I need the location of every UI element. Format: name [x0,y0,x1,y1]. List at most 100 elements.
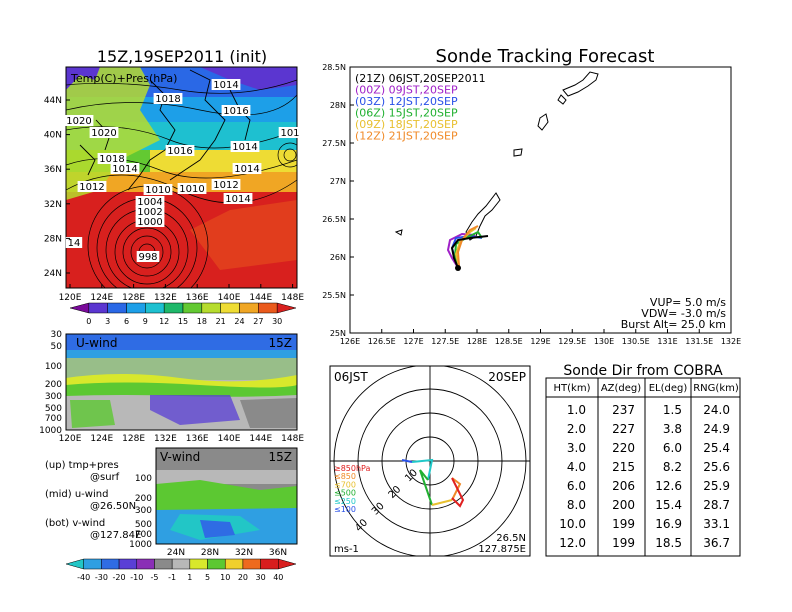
vwind-frame [155,447,298,545]
wind-colorbar-tick: 5 [205,573,210,582]
table-cell: 227 [612,422,635,436]
map-lat-tick: 24N [44,269,62,279]
track-title: Sonde Tracking Forecast [436,46,655,67]
table-cell: 12.0 [559,536,586,550]
uwind-y-tick: 200 [45,380,62,390]
isobar-label-bg [64,115,94,126]
track-lat-tick: 27.5N [322,139,346,148]
isobar-label-bg [65,237,83,248]
wind-colorbar-tick: 20 [238,573,248,582]
wind-colorbar-tick: -1 [168,573,176,582]
temp-colorbar-tick: 15 [178,317,188,326]
table-cell: 28.7 [703,498,730,512]
map-lon-tick: 144E [249,293,272,303]
wind-colorbar-tick: -10 [130,573,143,582]
temp-colorbar-tick: 6 [124,317,129,326]
table-title: Sonde Dir from COBRA [563,363,723,379]
note-label: (mid) u-wind [45,489,108,500]
uwind-time: 15Z [269,336,293,350]
isobar-label: 1004 [137,197,162,208]
table-cell: 8.2 [663,460,682,474]
isobar-label: 1012 [79,182,104,193]
isobar-label: 101 [280,128,299,139]
isobar-label-bg [89,127,119,138]
map-lon-tick: 128E [122,293,145,303]
uwind-frame [65,333,298,431]
hodo-legend-entry: ≤700 [334,480,356,489]
temp-colorbar-tick: 9 [143,317,148,326]
temp-colorbar-swatch [163,302,184,314]
map-lat-tick: 40N [44,131,62,141]
wind-colorbar-swatch [207,558,226,570]
table-cell: 12.6 [655,479,682,493]
isobar-label-bg [278,127,302,138]
table-cell: 220 [612,441,635,455]
map-lon-tick: 124E [90,293,113,303]
track-lon-tick: 132E [721,337,741,346]
track-lon-tick: 131.5E [685,337,713,346]
wind-colorbar-tick: 10 [220,573,230,582]
temp-colorbar-swatch [88,302,108,314]
wind-colorbar-swatch [224,558,244,570]
table-cell: 1.5 [663,403,682,417]
temp-colorbar-tick: 21 [216,317,226,326]
isobar-label-bg [153,93,183,104]
uwind-y-tick: 300 [45,392,62,402]
temp-colorbar-swatch [276,302,297,314]
vwind-y-tick: 300 [135,506,152,516]
isobar-label-bg [165,145,195,156]
table-cell: 3.0 [567,441,586,455]
table-cell: 24.0 [703,403,730,417]
uwind-x-tick: 148E [281,434,304,444]
temp-colorbar-swatch [220,302,240,314]
isobar-label: 1010 [179,184,204,195]
uwind-x-tick: 136E [186,434,209,444]
vwind-x-tick: 32N [235,548,253,558]
isobar-label-bg [230,141,260,152]
table-header: AZ(deg) [601,383,641,394]
isobar-label-bg [135,216,165,227]
table-cell: 206 [612,479,635,493]
isobar-label-bg [211,179,241,190]
wind-colorbar-swatch [189,558,208,570]
isobar-label-bg [143,184,173,195]
map-lat-tick: 32N [44,200,62,210]
vwind-y-tick: 100 [135,474,152,484]
hodo-legend-entry: ≤500 [334,489,356,498]
wind-colorbar-swatch [171,558,191,570]
table-cell: 18.5 [655,536,682,550]
track-lon-tick: 127.5E [431,337,459,346]
hodo-rings [330,366,530,556]
uwind-y-tick: 50 [51,342,63,352]
hodo-time: 06JST [334,370,368,384]
isobar-label: 998 [138,252,157,263]
uwind-x-tick: 132E [154,434,177,444]
uwind-y-tick: 1000 [39,426,62,436]
table-cell: 215 [612,460,635,474]
wind-colorbar-tick: 40 [273,573,283,582]
track-lon-tick: 126.5E [368,337,396,346]
temp-colorbar-tick: 3 [105,317,110,326]
hodo-legend-entry: ≤250 [334,497,356,506]
table-cell: 25.9 [703,479,730,493]
uwind-label: U-wind [76,336,117,350]
wind-colorbar-swatch [260,558,279,570]
uwind-x-tick: 140E [218,434,241,444]
track-lat-tick: 26N [330,253,346,262]
isobar-label: 1014 [213,80,238,91]
map-label: Temp(C)+Pres(hPa) [70,72,177,85]
hodo-trace [401,458,465,508]
map-frame [65,66,298,289]
wind-colorbar-swatch [136,558,155,570]
uwind-x-tick: 128E [122,434,145,444]
temp-colorbar-tick: 12 [159,317,169,326]
left-title: 15Z,19SEP2011 (init) [97,47,267,66]
hodo-lon: 127.875E [478,544,526,555]
wind-colorbar-swatch [278,558,297,570]
table-cell: 15.4 [655,498,682,512]
hodo-unit: ms-1 [334,544,359,555]
isobar-label: 1014 [234,164,259,175]
uwind-x-tick: 124E [90,434,113,444]
hodo-date: 20SEP [488,370,526,384]
note-sub: @26.50N [90,501,136,512]
